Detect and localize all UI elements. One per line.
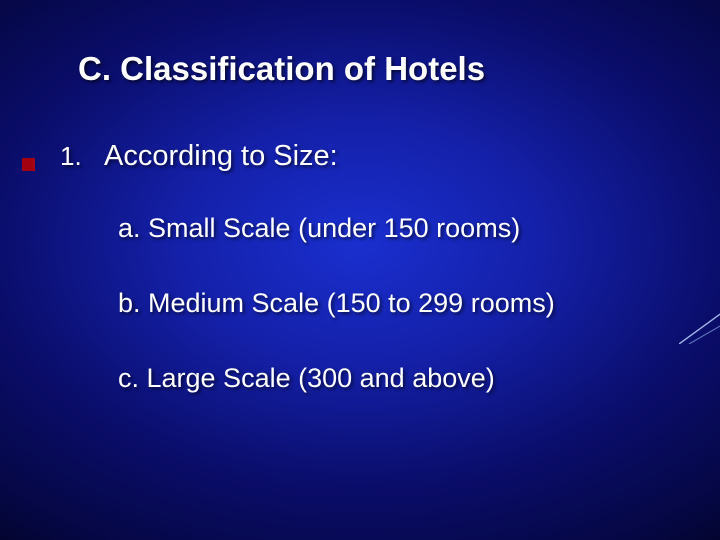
slide: C. Classification of Hotels 1. According…: [0, 0, 720, 540]
flare-line-2: [689, 318, 720, 344]
slide-body: 1. According to Size: a. Small Scale (un…: [60, 140, 680, 438]
sub-item-b: b. Medium Scale (150 to 299 rooms): [118, 288, 680, 319]
list-heading: According to Size:: [104, 140, 338, 173]
light-flare-icon: [679, 304, 720, 344]
sub-item-a: a. Small Scale (under 150 rooms): [118, 213, 680, 244]
sub-item-c: c. Large Scale (300 and above): [118, 363, 680, 394]
list-number: 1.: [60, 141, 104, 172]
slide-title: C. Classification of Hotels: [78, 50, 680, 88]
accent-bar: [22, 158, 35, 171]
flare-line-1: [679, 304, 720, 344]
list-item-1: 1. According to Size:: [60, 140, 680, 173]
